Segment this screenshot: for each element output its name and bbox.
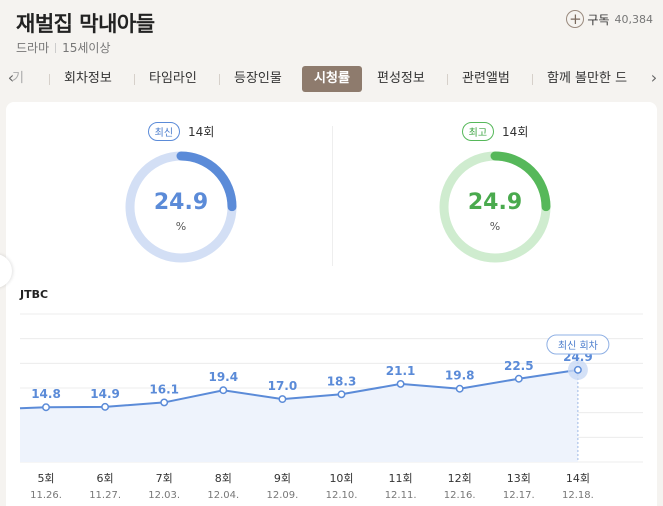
- x-tick-episode: 7회: [156, 472, 173, 485]
- tab-divider: [532, 74, 533, 85]
- x-tick-episode: 8회: [215, 472, 232, 485]
- data-point: [396, 379, 405, 388]
- latest-rating-panel: 최신 14회 24.9 %: [21, 102, 341, 272]
- data-label: 14.8: [31, 387, 61, 401]
- program-header: 재벌집 막내아들 드라마 15세이상 + 구독 40,384: [0, 0, 663, 62]
- tab-partial[interactable]: 기: [12, 71, 24, 86]
- data-point: [573, 365, 582, 374]
- program-title: 재벌집 막내아들: [16, 12, 155, 36]
- best-rating-unit: %: [489, 220, 501, 233]
- best-rating-donut: [439, 151, 551, 263]
- data-point: [42, 403, 50, 412]
- x-tick-episode: 12회: [448, 472, 472, 485]
- data-label: 21.1: [386, 364, 416, 378]
- x-tick-date: 12.17.: [503, 490, 535, 501]
- data-point: [278, 395, 287, 404]
- x-tick-date: 12.18.: [562, 490, 594, 501]
- tab-divider: [447, 74, 448, 85]
- network-label: JTBC: [20, 288, 49, 301]
- data-label: 22.5: [504, 359, 534, 373]
- tab-divider: [219, 74, 220, 85]
- plus-icon: +: [566, 10, 585, 28]
- x-tick-episode: 11회: [389, 472, 413, 485]
- data-point: [455, 384, 464, 393]
- tab-divider: [49, 74, 50, 85]
- data-label: 17.0: [268, 379, 298, 393]
- data-label: 19.4: [208, 370, 238, 384]
- x-tick-date: 12.11.: [385, 490, 417, 501]
- genre-label: 드라마: [16, 41, 50, 55]
- x-tick-date: 11.27.: [89, 490, 121, 501]
- x-tick-episode: 13회: [507, 472, 531, 485]
- subscribe-button[interactable]: + 구독 40,384: [566, 10, 653, 28]
- x-tick-episode: 5회: [37, 472, 54, 485]
- tab-schedule[interactable]: 편성정보: [377, 71, 425, 86]
- latest-rating-value: 24.9: [153, 190, 209, 215]
- latest-episode-tag: [546, 334, 610, 355]
- tab-timeline[interactable]: 타임라인: [149, 71, 197, 86]
- best-rating-panel: 최고 14회 24.9 %: [335, 102, 655, 272]
- tab-bar: ‹ 기 회차정보 타임라인 등장인물 시청률 편성정보 관련앨범 함께 볼만한 …: [0, 62, 663, 96]
- x-tick-episode: 10회: [329, 472, 353, 485]
- best-rating-value: 24.9: [467, 190, 523, 215]
- chevron-right-icon[interactable]: ›: [645, 68, 663, 87]
- program-meta: 드라마 15세이상: [16, 39, 111, 56]
- meta-divider: [55, 43, 57, 53]
- series-area: [20, 369, 578, 462]
- x-tick-episode: 9회: [274, 472, 291, 485]
- donut-progress-arc: [176, 151, 237, 212]
- data-label: 16.1: [149, 382, 179, 396]
- side-scroll-handle[interactable]: [0, 254, 12, 288]
- x-tick-date: 12.10.: [326, 490, 358, 501]
- panel-divider: [332, 126, 333, 266]
- tab-ratings[interactable]: 시청률: [302, 66, 362, 92]
- x-tick-date: 11.26.: [30, 490, 62, 501]
- latest-episode: 14회: [188, 125, 215, 139]
- x-tick-date: 12.03.: [148, 490, 180, 501]
- subscribe-count: 40,384: [614, 12, 654, 26]
- data-label: 19.8: [445, 369, 475, 383]
- data-label: 18.3: [327, 374, 357, 388]
- x-tick-date: 12.04.: [207, 490, 239, 501]
- ratings-line-chart: 14.8 5회 11.26. 14.9 6회 11.27. 16.1 7회 12.03. 19.4…: [19, 313, 643, 501]
- latest-rating-unit: %: [175, 220, 187, 233]
- x-tick-date: 12.16.: [444, 490, 476, 501]
- ratings-card: 최신 14회 24.9 % 최고 14회 24.9 % JTBC 14.8 5회 1…: [6, 102, 657, 506]
- latest-episode-tag-label: 최신 회차: [558, 340, 598, 352]
- tab-related-dramas[interactable]: 함께 볼만한 드: [547, 71, 628, 86]
- data-label: 14.9: [90, 387, 120, 401]
- donut-progress-arc: [490, 151, 551, 212]
- data-point: [219, 386, 228, 395]
- subscribe-label: 구독: [587, 12, 610, 27]
- data-point: [337, 390, 346, 399]
- x-tick-episode: 6회: [97, 472, 114, 485]
- x-tick-date: 12.09.: [266, 490, 298, 501]
- best-badge: 최고: [461, 122, 495, 141]
- best-episode: 14회: [502, 125, 529, 139]
- age-rating-label: 15세이상: [62, 41, 111, 55]
- data-point: [514, 374, 523, 383]
- x-tick-episode: 14회: [566, 472, 590, 485]
- data-point: [101, 402, 110, 411]
- tab-cast[interactable]: 등장인물: [234, 71, 282, 86]
- latest-badge: 최신: [147, 122, 181, 141]
- tab-divider: [134, 74, 135, 85]
- chevron-left-icon[interactable]: ‹: [7, 68, 15, 87]
- tab-albums[interactable]: 관련앨범: [462, 71, 510, 86]
- tab-episode-info[interactable]: 회차정보: [64, 71, 112, 86]
- latest-rating-donut: [125, 151, 237, 263]
- data-point: [160, 398, 169, 407]
